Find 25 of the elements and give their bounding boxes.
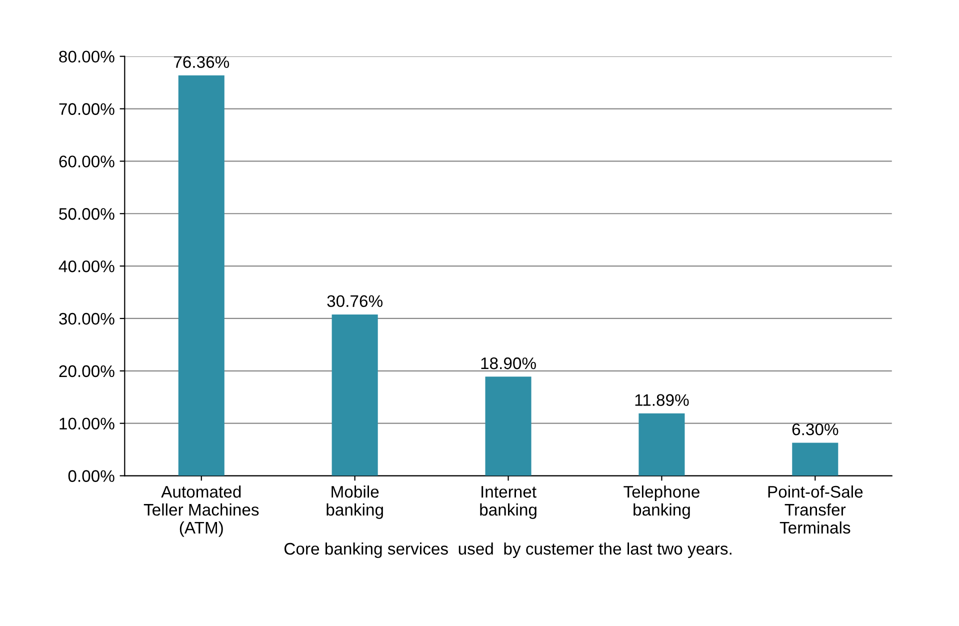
y-tick-label: 50.00% <box>59 208 114 220</box>
x-tick-label: Point-of-Sale Transfer Terminals <box>768 485 863 534</box>
y-tick-label: 80.00% <box>59 50 114 63</box>
data-label: 30.76% <box>327 295 382 308</box>
x-tick-label: Automated Teller Machines (ATM) <box>144 485 259 537</box>
bar <box>485 376 532 476</box>
y-tick-label: 60.00% <box>59 156 114 168</box>
y-tick-label: 70.00% <box>59 103 114 115</box>
y-tick-label: 40.00% <box>58 260 114 272</box>
bar <box>178 75 224 476</box>
y-tick-label: 30.00% <box>59 312 114 325</box>
x-tick-label: Telephone banking <box>624 485 700 519</box>
bar <box>792 442 838 476</box>
x-tick-label: Internet banking <box>480 486 536 519</box>
y-tick-label: 10.00% <box>60 418 114 430</box>
bar <box>332 314 378 476</box>
y-tick-label: 0.00% <box>68 470 114 482</box>
x-tick-label: Mobile banking <box>326 485 383 519</box>
bar <box>638 413 685 476</box>
y-tick-label: 20.00% <box>59 365 114 378</box>
data-label: 11.89% <box>635 394 689 406</box>
x-axis-title: Core banking services used by custemer the last two years. <box>284 542 732 558</box>
data-label: 18.90% <box>481 357 536 370</box>
data-label: 6.30% <box>792 423 838 436</box>
data-label: 76.36% <box>174 56 230 68</box>
